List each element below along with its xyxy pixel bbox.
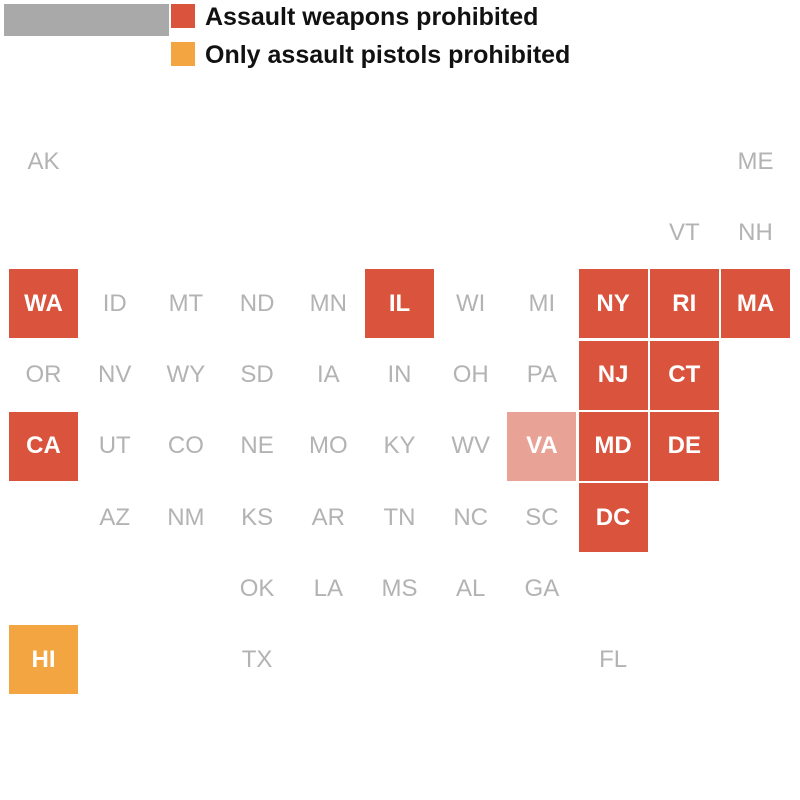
state-tile-co: CO	[167, 432, 204, 460]
legend-swatch	[171, 42, 195, 66]
state-tile-ca: CA	[9, 411, 78, 481]
state-tile-mi: MI	[528, 289, 556, 317]
state-tile-il: IL	[365, 269, 434, 339]
state-tile-ne: NE	[240, 432, 274, 460]
state-tile-or: OR	[25, 361, 62, 389]
state-tile-va: VA	[507, 411, 577, 481]
state-tile-ar: AR	[311, 503, 345, 531]
state-tile-nc: NC	[453, 503, 489, 531]
state-tile-dc: DC	[578, 483, 648, 552]
state-tile-tn: TN	[383, 503, 416, 531]
state-tile-vt: VT	[668, 218, 700, 246]
state-tile-nh: NH	[738, 218, 773, 246]
state-tile-id: ID	[102, 289, 127, 317]
state-tile-in: IN	[387, 361, 412, 389]
state-tile-me: ME	[737, 147, 774, 175]
state-tile-la: LA	[313, 574, 343, 602]
state-tile-wi: WI	[456, 289, 486, 317]
state-tile-md: MD	[578, 411, 648, 481]
state-tile-ak: AK	[27, 147, 60, 175]
state-tile-nd: ND	[239, 289, 275, 317]
state-tile-wv: WV	[451, 432, 491, 460]
state-tile-ok: OK	[239, 574, 275, 602]
state-tile-ky: KY	[383, 432, 416, 460]
state-tile-al: AL	[456, 574, 486, 602]
state-tile-ut: UT	[98, 432, 131, 460]
state-tile-pa: PA	[526, 361, 557, 389]
state-tile-fl: FL	[599, 645, 628, 673]
state-tile-tx: TX	[241, 645, 273, 673]
state-tile-sc: SC	[525, 503, 559, 531]
state-tile-de: DE	[649, 411, 719, 481]
legend-swatch	[171, 4, 195, 28]
state-tile-ct: CT	[649, 340, 719, 410]
state-tile-ri: RI	[649, 269, 719, 339]
state-tile-ny: NY	[578, 269, 648, 339]
state-tile-mn: MN	[309, 289, 347, 317]
state-tile-hi: HI	[9, 625, 78, 695]
state-tile-wa: WA	[9, 269, 78, 339]
state-tile-oh: OH	[452, 361, 489, 389]
state-tile-wy: WY	[166, 361, 206, 389]
state-tile-az: AZ	[99, 503, 131, 531]
state-tile-mt: MT	[168, 289, 204, 317]
state-tile-ms: MS	[381, 574, 418, 602]
state-tile-nj: NJ	[578, 340, 648, 410]
gray-header-bar	[4, 4, 169, 36]
state-tile-mo: MO	[308, 432, 348, 460]
state-tile-ga: GA	[524, 574, 560, 602]
state-tile-nm: NM	[167, 503, 205, 531]
legend-label: Only assault pistols prohibited	[205, 41, 571, 69]
state-tile-nv: NV	[98, 361, 132, 389]
state-tile-ma: MA	[721, 269, 790, 339]
state-tile-ks: KS	[241, 503, 274, 531]
legend-label: Assault weapons prohibited	[205, 3, 539, 31]
state-tile-ia: IA	[316, 361, 340, 389]
state-tile-sd: SD	[240, 361, 274, 389]
